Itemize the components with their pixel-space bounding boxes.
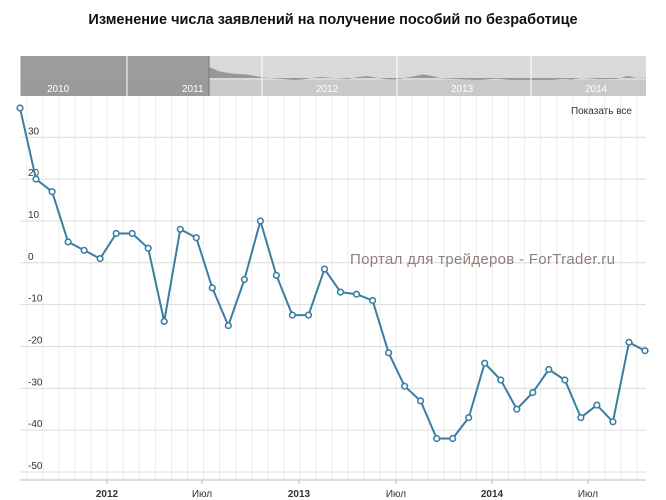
y-tick-label: -40 (28, 419, 43, 430)
navigator-year-label: 2014 (585, 84, 608, 95)
data-point (481, 359, 489, 367)
y-tick-label: -30 (28, 377, 43, 388)
data-point (304, 311, 313, 319)
series-line (19, 107, 646, 440)
y-tick-label: 30 (28, 126, 40, 137)
data-point (320, 265, 329, 273)
data-point (545, 365, 553, 374)
data-point (48, 188, 56, 196)
navigator-year-label: 2011 (182, 84, 204, 95)
x-tick-label: Июл (386, 489, 406, 500)
data-point (433, 434, 441, 443)
navigator-label-band-left (20, 80, 209, 96)
data-point (32, 175, 40, 183)
x-tick-label: 2013 (288, 489, 311, 500)
data-point (16, 104, 24, 112)
data-point (240, 275, 248, 284)
y-tick-label: 10 (28, 210, 40, 221)
x-tick-label: Июл (578, 489, 598, 500)
data-point (625, 338, 633, 346)
x-axis: 2012 Июл 2013 Июл 2014 Июл (96, 480, 598, 500)
data-point (561, 376, 569, 384)
data-point (385, 349, 393, 357)
chart-title: Изменение числа заявлений на получение п… (88, 12, 578, 28)
data-point (609, 418, 617, 426)
data-point (417, 397, 425, 405)
navigator-mini-series (209, 67, 646, 82)
data-point (256, 217, 265, 225)
series-points (16, 104, 649, 443)
data-point (369, 296, 377, 305)
data-point (288, 311, 297, 319)
x-tick-label: 2014 (481, 489, 504, 500)
data-point (176, 225, 184, 233)
data-point (144, 244, 152, 252)
watermark: Портал для трейдеров - ForTrader.ru (350, 251, 616, 268)
data-point (112, 229, 120, 238)
data-point (272, 271, 281, 280)
data-point (465, 414, 473, 422)
y-tick-label: -20 (28, 335, 43, 346)
series-path (19, 107, 646, 440)
data-point (64, 238, 72, 246)
data-point (160, 317, 168, 326)
range-navigator[interactable]: 2010 2011 2012 2013 2014 (19, 56, 646, 96)
data-point (208, 284, 216, 292)
navigator-year-label: 2010 (47, 84, 70, 95)
data-point (513, 405, 521, 413)
data-point (96, 255, 104, 263)
chart-grid (20, 96, 646, 481)
show-all-button[interactable]: Показать все (570, 106, 632, 117)
y-tick-label: -10 (28, 294, 43, 305)
data-point (529, 388, 537, 397)
data-point (224, 322, 232, 330)
data-point (192, 234, 200, 242)
y-tick-label: -50 (28, 461, 43, 472)
data-point (497, 376, 505, 384)
data-point (128, 229, 136, 238)
data-point (80, 246, 88, 254)
data-point (401, 382, 409, 390)
data-point (336, 288, 345, 296)
y-tick-label: 0 (28, 252, 34, 263)
x-tick-label: Июл (192, 489, 212, 500)
data-point (593, 401, 601, 409)
data-point (449, 434, 457, 443)
x-tick-label: 2012 (96, 489, 119, 500)
data-point (352, 290, 361, 298)
navigator-year-label: 2012 (316, 84, 339, 95)
data-point (577, 414, 585, 422)
data-point (641, 347, 649, 355)
navigator-year-label: 2013 (451, 84, 474, 95)
